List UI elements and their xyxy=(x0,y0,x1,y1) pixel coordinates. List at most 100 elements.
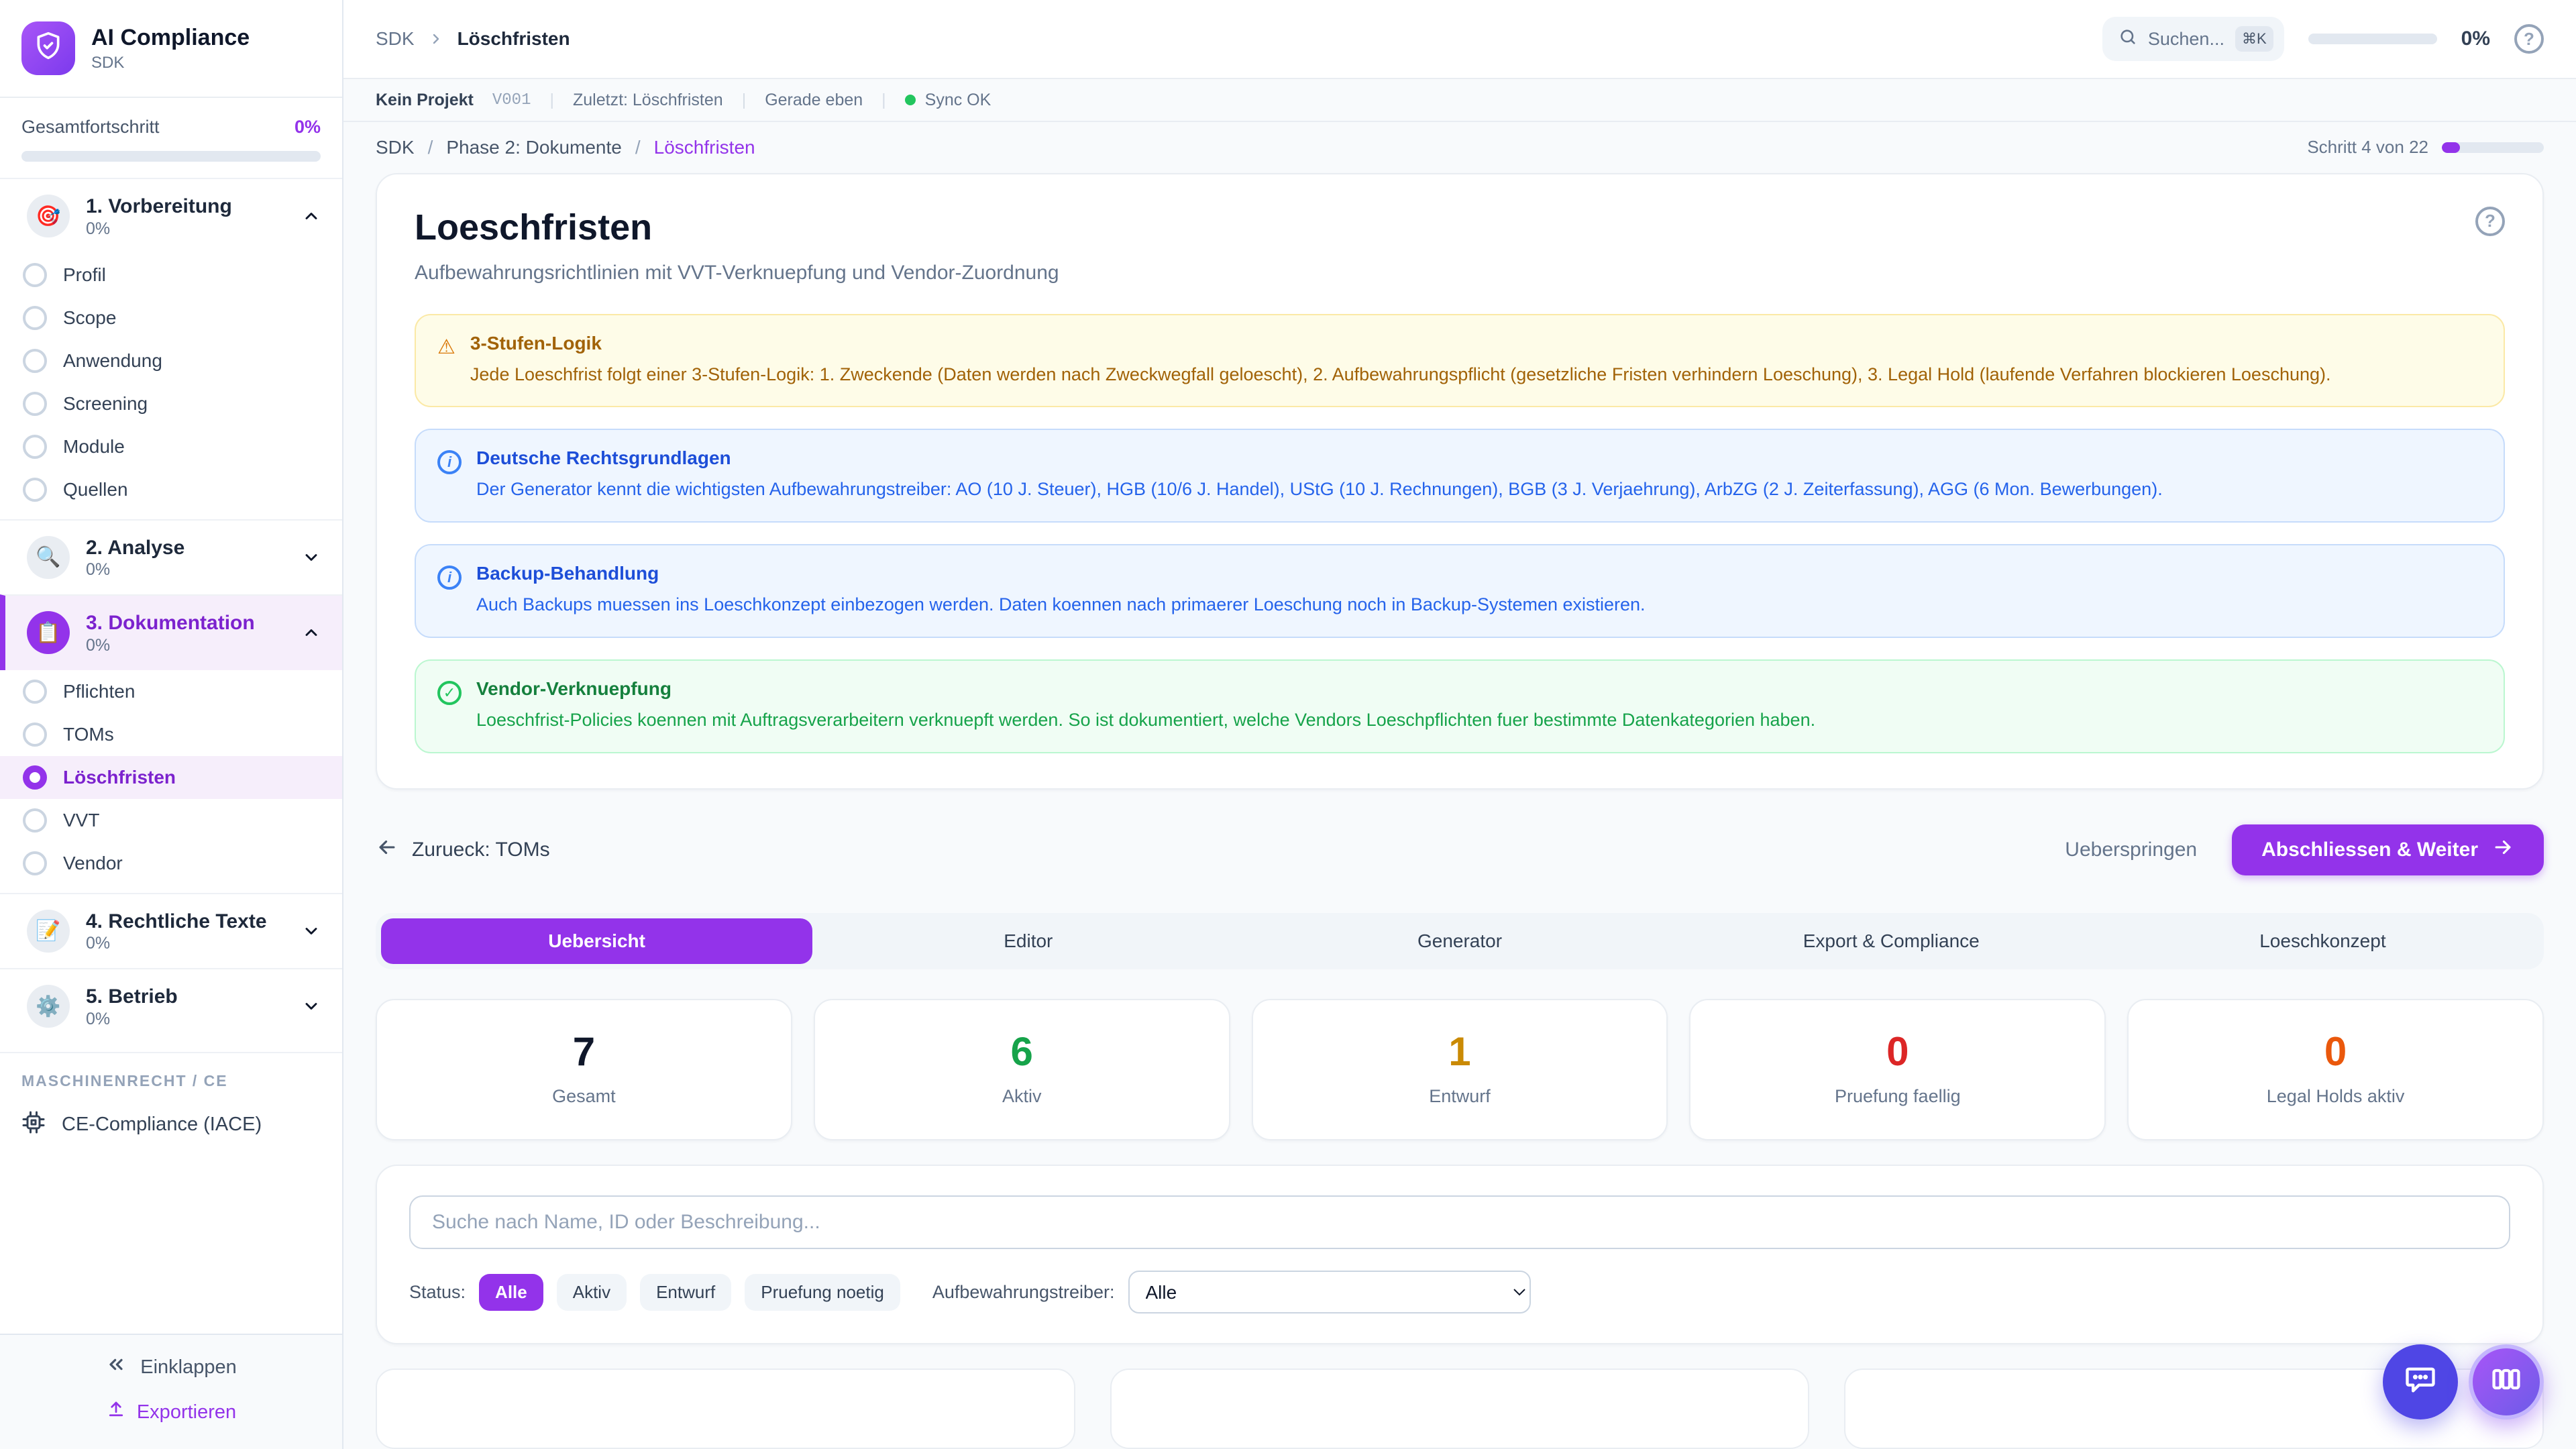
sidebar-item-profil[interactable]: Profil xyxy=(0,254,342,297)
driver-select[interactable]: Alle xyxy=(1128,1271,1531,1313)
sidebar-item-ce-compliance[interactable]: CE-Compliance (IACE) xyxy=(0,1098,342,1152)
page-content: SDK / Phase 2: Dokumente / Löschfristen … xyxy=(343,122,2576,1449)
tab-generator[interactable]: Generator xyxy=(1417,930,1503,951)
finish-next-button[interactable]: Abschliessen & Weiter xyxy=(2232,824,2544,875)
chevron-right-icon xyxy=(428,31,444,47)
sync-status: Sync OK xyxy=(904,91,991,110)
crumb-phase[interactable]: Phase 2: Dokumente xyxy=(446,136,622,158)
page-subtitle: Aufbewahrungsrichtlinien mit VVT-Verknue… xyxy=(415,261,1059,284)
stat-legal-holds: 0 Legal Holds aktiv xyxy=(2127,999,2544,1140)
sidebar-item-pflichten[interactable]: Pflichten xyxy=(0,670,342,713)
chevron-up-icon[interactable] xyxy=(302,207,321,225)
sidebar-section-vorbereitung[interactable]: 🎯 1. Vorbereitung 0% xyxy=(0,178,342,254)
project-name: Kein Projekt xyxy=(376,90,474,109)
sidebar-item-vvt[interactable]: VVT xyxy=(0,799,342,842)
topbar-progress-value: 0% xyxy=(2461,28,2490,50)
sidebar-item-anwendung[interactable]: Anwendung xyxy=(0,339,342,382)
status-pill-alle[interactable]: Alle xyxy=(479,1273,543,1311)
page-breadcrumb: SDK / Phase 2: Dokumente / Löschfristen xyxy=(376,136,755,158)
sidebar-section-rechtliche-texte[interactable]: 📝 4. Rechtliche Texte 0% xyxy=(0,892,342,969)
radio-icon xyxy=(23,305,47,330)
tab-uebersicht[interactable]: Uebersicht xyxy=(381,918,813,964)
section-pct: 0% xyxy=(86,934,111,953)
sidebar-section-analyse[interactable]: 🔍 2. Analyse 0% xyxy=(0,519,342,595)
help-icon[interactable]: ? xyxy=(2514,24,2544,54)
step-progress-fill xyxy=(2442,142,2461,153)
sidebar-item-vendor[interactable]: Vendor xyxy=(0,842,342,885)
keyboard-shortcut-badge: ⌘K xyxy=(2235,26,2273,52)
status-pill-aktiv[interactable]: Aktiv xyxy=(556,1273,627,1311)
sidebar-section-betrieb[interactable]: ⚙️ 5. Betrieb 0% xyxy=(0,968,342,1044)
radio-icon xyxy=(23,348,47,373)
sidebar-item-loeschfristen[interactable]: Löschfristen xyxy=(0,755,342,799)
filter-row: Status: Alle Aktiv Entwurf Pruefung noet… xyxy=(409,1271,2510,1313)
overall-progress-bar xyxy=(21,151,321,162)
arrow-left-icon xyxy=(376,836,398,864)
export-button[interactable]: Exportieren xyxy=(106,1399,236,1425)
stat-cards: 7 Gesamt 6 Aktiv 1 Entwurf 0 Pruefung fa… xyxy=(376,999,2544,1140)
warning-triangle-icon: ⚠ xyxy=(437,335,455,358)
policy-card[interactable] xyxy=(376,1368,1075,1449)
filter-card: Status: Alle Aktiv Entwurf Pruefung noet… xyxy=(376,1165,2544,1344)
columns-fab-button[interactable] xyxy=(2469,1344,2544,1419)
section-pct: 0% xyxy=(86,219,111,238)
crumb-root[interactable]: SDK xyxy=(376,136,415,158)
tab-export-compliance[interactable]: Export & Compliance xyxy=(1803,930,1980,951)
global-search-input[interactable]: Suchen... ⌘K xyxy=(2102,17,2284,61)
radio-icon xyxy=(23,851,47,875)
search-icon xyxy=(2118,27,2137,52)
chevron-down-icon[interactable] xyxy=(302,548,321,567)
sidebar-nav: 🎯 1. Vorbereitung 0% Profil Scope Anwend… xyxy=(0,178,342,1334)
stat-aktiv: 6 Aktiv xyxy=(813,999,1230,1140)
sidebar: AI Compliance SDK Gesamtfortschritt 0% 🎯… xyxy=(0,0,343,1449)
app-logo xyxy=(21,21,75,75)
status-filter-label: Status: xyxy=(409,1281,466,1302)
tab-loeschkonzept[interactable]: Loeschkonzept xyxy=(2259,930,2386,951)
page-bar: SDK / Phase 2: Dokumente / Löschfristen … xyxy=(376,122,2544,173)
sync-ok-dot-icon xyxy=(904,95,916,105)
sidebar-item-scope[interactable]: Scope xyxy=(0,297,342,339)
section-pct: 0% xyxy=(86,560,111,579)
back-button[interactable]: Zurueck: TOMs xyxy=(376,836,550,864)
section-label: 1. Vorbereitung xyxy=(86,195,232,217)
sidebar-section-dokumentation[interactable]: 📋 3. Dokumentation 0% xyxy=(0,594,342,670)
main-area: SDK Löschfristen Suchen... ⌘K 0% ? Kein … xyxy=(343,0,2576,1449)
shield-check-icon xyxy=(34,31,63,66)
info-circle-icon: i xyxy=(437,566,462,590)
version-badge: V001 xyxy=(492,91,531,109)
policy-card[interactable] xyxy=(1110,1368,1810,1449)
sidebar-item-screening[interactable]: Screening xyxy=(0,382,342,425)
page-title: Loeschfristen xyxy=(415,207,653,248)
radio-icon xyxy=(23,477,47,502)
skip-button[interactable]: Ueberspringen xyxy=(2065,839,2198,861)
chevron-up-icon[interactable] xyxy=(302,623,321,642)
tab-editor[interactable]: Editor xyxy=(1004,930,1053,951)
sidebar-item-quellen[interactable]: Quellen xyxy=(0,468,342,511)
stat-pruefung-faellig: 0 Pruefung faellig xyxy=(1689,999,2106,1140)
chat-fab-button[interactable] xyxy=(2383,1344,2458,1419)
page-help-icon[interactable]: ? xyxy=(2475,206,2505,236)
sidebar-item-toms[interactable]: TOMs xyxy=(0,713,342,756)
check-circle-icon: ✓ xyxy=(437,681,462,706)
tab-bar: Uebersicht Editor Generator Export & Com… xyxy=(376,913,2544,969)
breadcrumb-root[interactable]: SDK xyxy=(376,28,415,49)
section-label: 2. Analyse xyxy=(86,536,185,559)
policy-search-input[interactable] xyxy=(409,1195,2510,1249)
step-nav-row: Zurueck: TOMs Ueberspringen Abschliessen… xyxy=(376,824,2544,875)
alert-vendor-verknuepfung: ✓ Vendor-Verknuepfung Loeschfrist-Polici… xyxy=(415,659,2505,753)
chevron-down-icon[interactable] xyxy=(302,922,321,941)
status-pill-pruefung-noetig[interactable]: Pruefung noetig xyxy=(745,1273,900,1311)
step-progress-bar xyxy=(2442,142,2544,153)
alert-backup-behandlung: i Backup-Behandlung Auch Backups muessen… xyxy=(415,544,2505,639)
chevron-down-icon[interactable] xyxy=(302,997,321,1016)
last-saved-time: Gerade eben xyxy=(765,90,863,109)
radio-icon xyxy=(23,679,47,704)
breadcrumb-current: Löschfristen xyxy=(457,28,570,49)
crumb-current: Löschfristen xyxy=(653,136,755,158)
overall-progress: Gesamtfortschritt 0% xyxy=(0,98,342,178)
sidebar-item-module[interactable]: Module xyxy=(0,425,342,468)
collapse-sidebar-button[interactable]: Einklappen xyxy=(105,1354,237,1381)
app-subtitle: SDK xyxy=(91,54,125,72)
status-pill-entwurf[interactable]: Entwurf xyxy=(640,1273,732,1311)
